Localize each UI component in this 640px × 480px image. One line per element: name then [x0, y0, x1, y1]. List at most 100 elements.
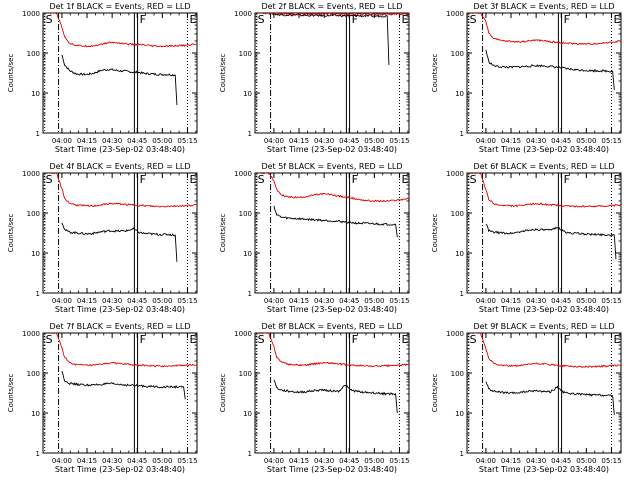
panel-title: Det 8f BLACK = Events, RED = LLD: [261, 322, 402, 331]
y-tick-label: 100: [27, 210, 40, 218]
x-tick-label: 05:00: [152, 297, 172, 305]
y-tick-label: 10: [31, 90, 40, 98]
x-tick-label: 04:00: [264, 137, 284, 145]
y-tick-label: 10: [455, 90, 464, 98]
detector-panel-2: Det 2f BLACK = Events, RED = LLD 1 10 100 10…: [219, 2, 410, 154]
x-tick-label: 04:30: [314, 297, 334, 305]
marker-label-e: E: [613, 173, 620, 186]
marker-label-f: F: [564, 173, 570, 186]
x-axis-label: Start Time (23-Sep-02 03:48:40): [479, 305, 609, 314]
x-tick-label: 04:45: [339, 137, 359, 145]
y-tick-label: 10: [243, 410, 252, 418]
y-tick-label: 10: [455, 410, 464, 418]
marker-label-f: F: [140, 333, 146, 346]
marker-label-e: E: [613, 13, 620, 26]
detector-panel-5: Det 5f BLACK = Events, RED = LLD 1 10 100 10…: [219, 162, 410, 314]
y-tick-label: 1000: [234, 330, 252, 338]
y-tick-label: 1: [36, 290, 40, 298]
x-tick-label: 04:15: [77, 137, 97, 145]
detector-panel-6: Det 6f BLACK = Events, RED = LLD 1 10 100 10…: [431, 162, 622, 314]
x-tick-label: 04:30: [526, 297, 546, 305]
marker-label-e: E: [189, 333, 196, 346]
x-tick-label: 05:15: [389, 297, 409, 305]
x-tick-label: 04:30: [102, 297, 122, 305]
events-series-line: [273, 205, 398, 238]
plot-frame: [466, 12, 622, 134]
x-axis-label: Start Time (23-Sep-02 03:48:40): [55, 465, 185, 474]
x-tick-label: 04:00: [52, 457, 72, 465]
x-tick-label: 04:15: [77, 457, 97, 465]
y-axis-label: Counts/sec: [431, 54, 439, 93]
plot-frame: [254, 12, 410, 134]
y-tick-label: 10: [455, 250, 464, 258]
marker-label-e: E: [189, 13, 196, 26]
x-tick-label: 05:15: [389, 457, 409, 465]
marker-label-s: S: [258, 333, 265, 346]
x-axis-label: Start Time (23-Sep-02 03:48:40): [55, 145, 185, 154]
plot-frame: [42, 172, 198, 294]
x-tick-label: 04:15: [501, 457, 521, 465]
x-tick-label: 04:45: [127, 457, 147, 465]
y-tick-label: 1000: [22, 330, 40, 338]
y-tick-label: 1: [460, 290, 464, 298]
x-axis-label: Start Time (23-Sep-02 03:48:40): [267, 465, 397, 474]
events-series-line: [485, 49, 615, 90]
y-tick-label: 100: [451, 370, 464, 378]
x-tick-label: 05:00: [576, 137, 596, 145]
y-tick-label: 1: [36, 450, 40, 458]
plot-frame: [42, 12, 198, 134]
panel-title: Det 9f BLACK = Events, RED = LLD: [473, 322, 614, 331]
panel-title: Det 6f BLACK = Events, RED = LLD: [473, 162, 614, 171]
x-tick-label: 04:30: [314, 137, 334, 145]
x-tick-label: 04:15: [501, 297, 521, 305]
y-tick-label: 10: [243, 90, 252, 98]
panel-title: Det 5f BLACK = Events, RED = LLD: [261, 162, 402, 171]
events-series-line: [263, 13, 390, 66]
marker-label-s: S: [258, 13, 265, 26]
y-tick-label: 100: [27, 50, 40, 58]
x-tick-label: 04:15: [289, 297, 309, 305]
y-tick-label: 100: [451, 50, 464, 58]
x-tick-label: 04:15: [289, 137, 309, 145]
panel-title: Det 4f BLACK = Events, RED = LLD: [49, 162, 190, 171]
y-axis-label: Counts/sec: [7, 214, 15, 253]
x-tick-label: 04:45: [551, 137, 571, 145]
y-axis-label: Counts/sec: [219, 54, 227, 93]
x-tick-label: 04:30: [102, 457, 122, 465]
detector-panel-7: Det 7f BLACK = Events, RED = LLD 1 10 100 10…: [7, 322, 198, 474]
y-tick-label: 1: [460, 130, 464, 138]
x-tick-label: 05:15: [601, 297, 621, 305]
lld-series-line: [46, 333, 197, 368]
x-tick-label: 04:00: [476, 457, 496, 465]
y-tick-label: 100: [239, 50, 252, 58]
marker-label-f: F: [564, 333, 570, 346]
y-tick-label: 1: [248, 450, 252, 458]
marker-label-s: S: [46, 13, 53, 26]
x-tick-label: 05:15: [601, 457, 621, 465]
x-tick-label: 04:15: [501, 137, 521, 145]
plot-frame: [466, 172, 622, 294]
marker-label-s: S: [46, 173, 53, 186]
x-tick-label: 04:45: [127, 137, 147, 145]
panel-title: Det 3f BLACK = Events, RED = LLD: [473, 2, 614, 11]
x-tick-label: 04:45: [551, 297, 571, 305]
y-tick-label: 1: [248, 290, 252, 298]
y-tick-label: 10: [31, 250, 40, 258]
x-tick-label: 04:45: [127, 297, 147, 305]
x-tick-label: 05:00: [364, 457, 384, 465]
lld-series-line: [471, 173, 621, 208]
detector-panel-9: Det 9f BLACK = Events, RED = LLD 1 10 100 10…: [431, 322, 622, 474]
y-tick-label: 1: [460, 450, 464, 458]
y-tick-label: 1000: [446, 330, 464, 338]
marker-label-e: E: [189, 173, 196, 186]
x-tick-label: 04:00: [52, 137, 72, 145]
x-tick-label: 04:45: [551, 457, 571, 465]
y-tick-label: 1000: [234, 10, 252, 18]
lld-series-line: [471, 333, 621, 369]
y-tick-label: 1: [36, 130, 40, 138]
lld-series-line: [259, 173, 409, 203]
events-series-line: [485, 381, 615, 415]
events-series-line: [485, 223, 617, 260]
marker-label-e: E: [613, 333, 620, 346]
x-tick-label: 04:15: [289, 457, 309, 465]
